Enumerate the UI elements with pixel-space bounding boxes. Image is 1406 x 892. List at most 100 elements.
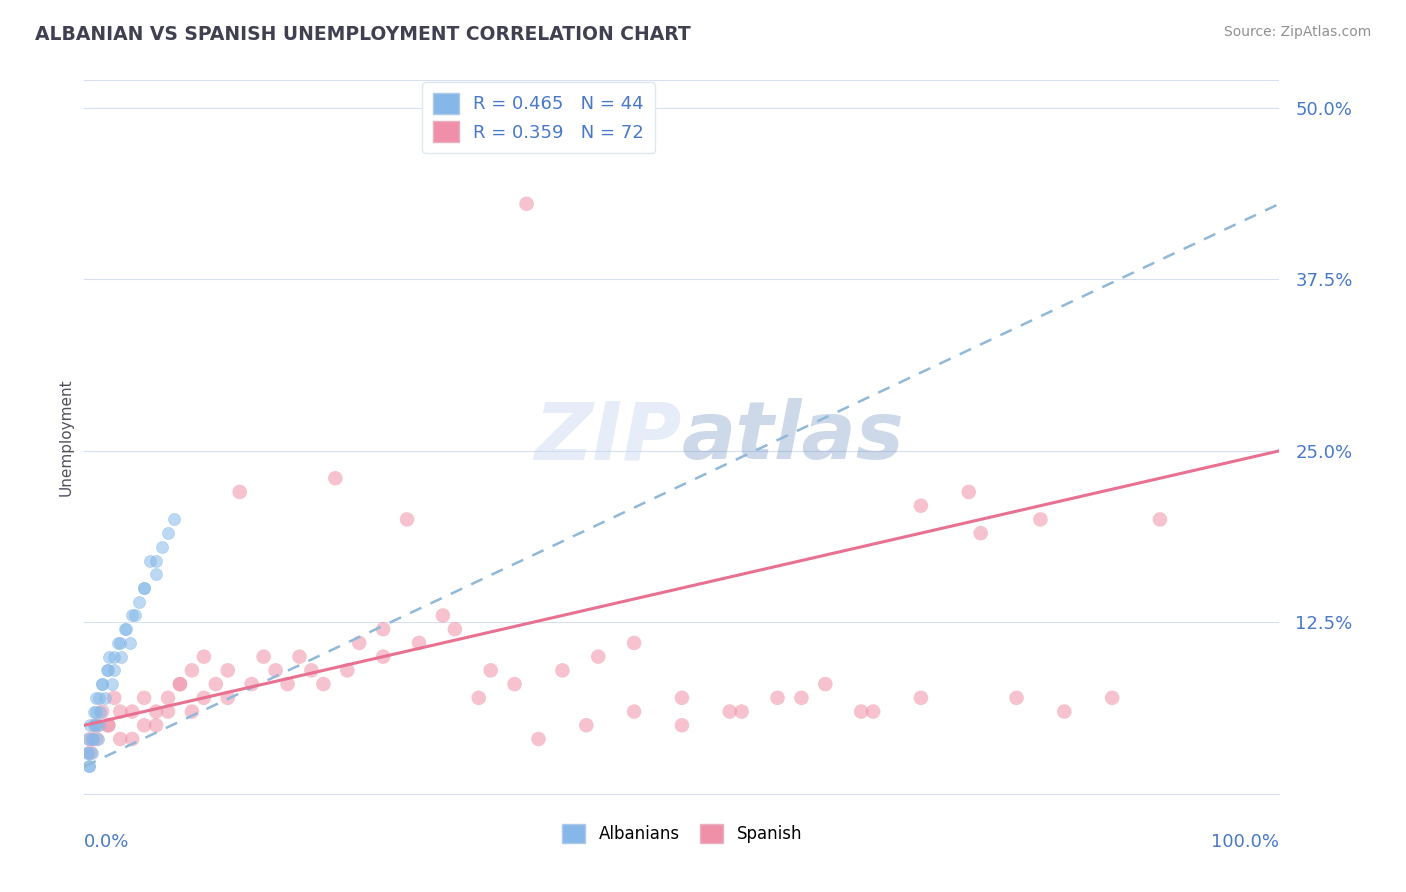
Point bbox=[588, 649, 610, 664]
Point bbox=[240, 677, 263, 691]
Point bbox=[121, 608, 143, 623]
Point bbox=[101, 677, 124, 691]
Point bbox=[288, 649, 311, 664]
Point bbox=[139, 553, 162, 567]
Point bbox=[114, 622, 136, 636]
Point bbox=[312, 677, 335, 691]
Point bbox=[87, 690, 110, 705]
Point bbox=[408, 636, 430, 650]
Point bbox=[132, 581, 156, 595]
Point bbox=[82, 731, 104, 746]
Point bbox=[110, 731, 132, 746]
Point bbox=[957, 485, 980, 500]
Point bbox=[145, 705, 167, 719]
Legend: Albanians, Spanish: Albanians, Spanish bbox=[555, 817, 808, 850]
Point bbox=[89, 705, 111, 719]
Point bbox=[121, 705, 143, 719]
Point bbox=[79, 731, 101, 746]
Point bbox=[86, 718, 108, 732]
Point bbox=[150, 540, 173, 554]
Point bbox=[1029, 512, 1052, 526]
Point bbox=[110, 636, 132, 650]
Point bbox=[444, 622, 467, 636]
Point bbox=[132, 690, 156, 705]
Point bbox=[623, 636, 645, 650]
Point bbox=[551, 664, 574, 678]
Point bbox=[1149, 512, 1171, 526]
Point bbox=[516, 196, 538, 211]
Point bbox=[432, 608, 454, 623]
Point bbox=[77, 759, 100, 773]
Point bbox=[575, 718, 598, 732]
Point bbox=[205, 677, 228, 691]
Point bbox=[77, 731, 100, 746]
Point bbox=[527, 731, 550, 746]
Point bbox=[77, 759, 100, 773]
Point bbox=[264, 664, 287, 678]
Point bbox=[193, 649, 215, 664]
Point bbox=[851, 705, 873, 719]
Point bbox=[103, 690, 125, 705]
Point bbox=[301, 664, 323, 678]
Point bbox=[862, 705, 884, 719]
Point bbox=[97, 664, 120, 678]
Point bbox=[91, 677, 114, 691]
Point bbox=[277, 677, 299, 691]
Point bbox=[86, 705, 108, 719]
Point bbox=[97, 718, 120, 732]
Point bbox=[80, 746, 103, 760]
Point bbox=[79, 718, 101, 732]
Point bbox=[790, 690, 813, 705]
Point bbox=[86, 731, 108, 746]
Point bbox=[253, 649, 276, 664]
Text: Source: ZipAtlas.com: Source: ZipAtlas.com bbox=[1223, 25, 1371, 39]
Y-axis label: Unemployment: Unemployment bbox=[58, 378, 73, 496]
Text: 0.0%: 0.0% bbox=[84, 833, 129, 851]
Point bbox=[124, 608, 146, 623]
Point bbox=[87, 718, 110, 732]
Point bbox=[336, 664, 359, 678]
Text: ALBANIAN VS SPANISH UNEMPLOYMENT CORRELATION CHART: ALBANIAN VS SPANISH UNEMPLOYMENT CORRELA… bbox=[35, 25, 690, 44]
Point bbox=[121, 731, 143, 746]
Point bbox=[718, 705, 741, 719]
Point bbox=[731, 705, 754, 719]
Point bbox=[970, 526, 993, 541]
Point bbox=[84, 718, 107, 732]
Point bbox=[479, 664, 502, 678]
Point bbox=[132, 581, 156, 595]
Point bbox=[349, 636, 371, 650]
Point bbox=[814, 677, 837, 691]
Point bbox=[1053, 705, 1076, 719]
Text: 100.0%: 100.0% bbox=[1212, 833, 1279, 851]
Point bbox=[217, 690, 239, 705]
Point bbox=[373, 622, 395, 636]
Point bbox=[325, 471, 347, 485]
Point bbox=[96, 664, 118, 678]
Point bbox=[671, 718, 693, 732]
Point bbox=[83, 705, 105, 719]
Point bbox=[103, 664, 125, 678]
Point bbox=[107, 636, 129, 650]
Point bbox=[217, 664, 239, 678]
Point bbox=[671, 690, 693, 705]
Point bbox=[1101, 690, 1123, 705]
Point bbox=[468, 690, 491, 705]
Point bbox=[157, 690, 180, 705]
Point bbox=[169, 677, 191, 691]
Point bbox=[1005, 690, 1028, 705]
Point bbox=[80, 731, 103, 746]
Point bbox=[91, 705, 114, 719]
Point bbox=[396, 512, 419, 526]
Point bbox=[91, 677, 114, 691]
Point bbox=[93, 690, 115, 705]
Point bbox=[97, 718, 120, 732]
Point bbox=[229, 485, 252, 500]
Point bbox=[128, 595, 150, 609]
Text: ZIP: ZIP bbox=[534, 398, 682, 476]
Point bbox=[110, 649, 132, 664]
Point bbox=[766, 690, 789, 705]
Point bbox=[623, 705, 645, 719]
Point bbox=[86, 690, 108, 705]
Point bbox=[163, 512, 186, 526]
Point bbox=[86, 731, 108, 746]
